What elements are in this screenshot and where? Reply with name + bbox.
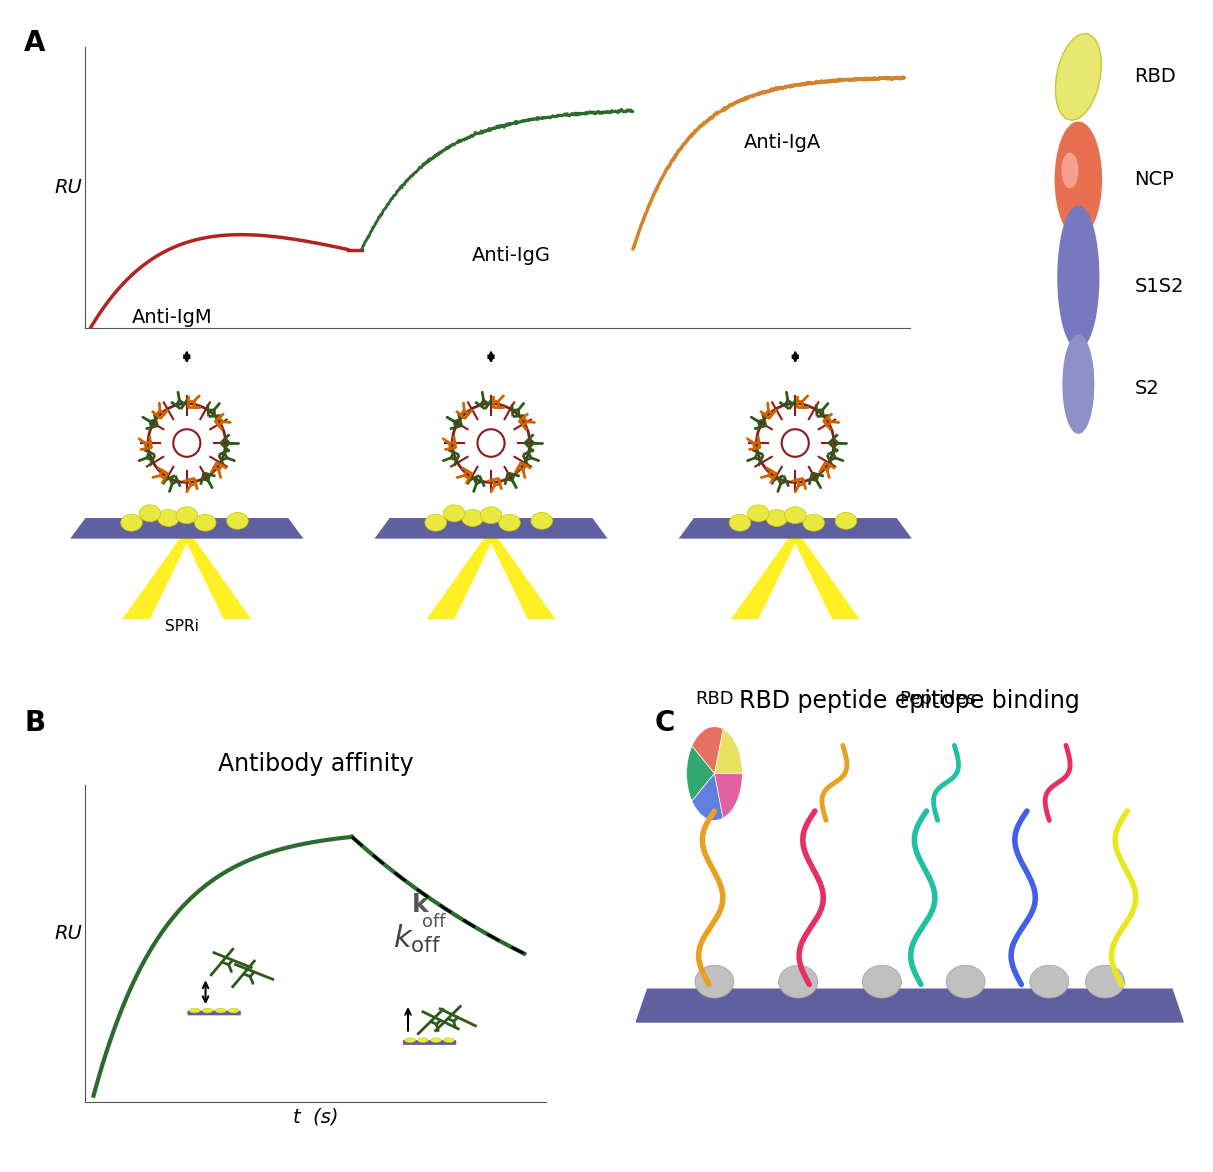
Polygon shape bbox=[1058, 206, 1099, 348]
Text: NCP: NCP bbox=[1134, 170, 1174, 189]
Text: S1S2: S1S2 bbox=[1134, 277, 1184, 295]
Ellipse shape bbox=[862, 966, 901, 999]
Text: off: off bbox=[422, 913, 445, 932]
Ellipse shape bbox=[121, 515, 142, 531]
Wedge shape bbox=[714, 729, 742, 774]
Ellipse shape bbox=[946, 966, 985, 999]
Ellipse shape bbox=[215, 1008, 226, 1013]
Polygon shape bbox=[1065, 295, 1092, 340]
Ellipse shape bbox=[803, 515, 825, 531]
Text: $\mathbf{k}$: $\mathbf{k}$ bbox=[411, 893, 431, 918]
Ellipse shape bbox=[1061, 152, 1078, 189]
Ellipse shape bbox=[425, 515, 446, 531]
Polygon shape bbox=[184, 534, 251, 619]
Ellipse shape bbox=[139, 505, 160, 522]
Polygon shape bbox=[70, 518, 303, 539]
Ellipse shape bbox=[767, 510, 787, 526]
Y-axis label: RU: RU bbox=[55, 925, 82, 943]
Ellipse shape bbox=[785, 506, 805, 524]
X-axis label: t  (s): t (s) bbox=[292, 1108, 338, 1126]
Ellipse shape bbox=[499, 515, 520, 531]
Y-axis label: RU: RU bbox=[55, 178, 82, 197]
Ellipse shape bbox=[158, 510, 180, 526]
FancyBboxPatch shape bbox=[188, 1010, 241, 1015]
Polygon shape bbox=[375, 518, 608, 539]
Polygon shape bbox=[427, 534, 492, 619]
Ellipse shape bbox=[417, 1037, 428, 1043]
Text: Anti-IgG: Anti-IgG bbox=[472, 246, 551, 265]
Polygon shape bbox=[730, 534, 797, 619]
Circle shape bbox=[173, 429, 200, 457]
Circle shape bbox=[148, 403, 226, 483]
Polygon shape bbox=[123, 534, 189, 619]
Ellipse shape bbox=[444, 1037, 455, 1043]
Ellipse shape bbox=[405, 1037, 416, 1043]
Text: B: B bbox=[24, 709, 45, 737]
Text: Anti-IgM: Anti-IgM bbox=[131, 308, 212, 327]
Polygon shape bbox=[678, 518, 912, 539]
Text: S2: S2 bbox=[1134, 379, 1160, 398]
Ellipse shape bbox=[747, 505, 769, 522]
Title: Antibody affinity: Antibody affinity bbox=[217, 752, 414, 776]
Ellipse shape bbox=[729, 515, 751, 531]
Text: RBD: RBD bbox=[1134, 67, 1177, 87]
Ellipse shape bbox=[779, 966, 818, 999]
Ellipse shape bbox=[836, 512, 856, 530]
Ellipse shape bbox=[228, 1008, 239, 1013]
FancyBboxPatch shape bbox=[403, 1041, 456, 1045]
Ellipse shape bbox=[462, 510, 483, 526]
Text: Anti-IgA: Anti-IgA bbox=[744, 132, 821, 151]
Text: C: C bbox=[655, 709, 676, 737]
Wedge shape bbox=[691, 774, 723, 820]
Ellipse shape bbox=[227, 512, 249, 530]
Wedge shape bbox=[691, 727, 723, 774]
Ellipse shape bbox=[176, 506, 198, 524]
Wedge shape bbox=[714, 774, 742, 818]
Wedge shape bbox=[687, 745, 714, 802]
Ellipse shape bbox=[1030, 966, 1069, 999]
Text: RBD: RBD bbox=[695, 690, 734, 708]
Ellipse shape bbox=[189, 1008, 200, 1013]
Ellipse shape bbox=[531, 512, 552, 530]
Polygon shape bbox=[793, 534, 860, 619]
Ellipse shape bbox=[444, 505, 465, 522]
Title: RBD peptide epitope binding: RBD peptide epitope binding bbox=[740, 689, 1080, 713]
Ellipse shape bbox=[1055, 34, 1101, 121]
Polygon shape bbox=[637, 989, 1183, 1022]
Polygon shape bbox=[1063, 335, 1094, 434]
Text: Peptides: Peptides bbox=[899, 690, 976, 708]
Ellipse shape bbox=[431, 1037, 442, 1043]
Polygon shape bbox=[489, 534, 556, 619]
Ellipse shape bbox=[695, 966, 734, 999]
Text: SPRi: SPRi bbox=[165, 619, 199, 634]
Circle shape bbox=[781, 429, 809, 457]
Ellipse shape bbox=[1054, 122, 1103, 237]
Polygon shape bbox=[1069, 393, 1088, 429]
Ellipse shape bbox=[480, 506, 502, 524]
Ellipse shape bbox=[194, 515, 216, 531]
Circle shape bbox=[478, 429, 505, 457]
Ellipse shape bbox=[203, 1008, 213, 1013]
Ellipse shape bbox=[1086, 966, 1124, 999]
Text: A: A bbox=[24, 29, 46, 57]
Circle shape bbox=[757, 403, 835, 483]
Circle shape bbox=[452, 403, 530, 483]
Text: $k_{\rm off}$: $k_{\rm off}$ bbox=[393, 922, 440, 955]
